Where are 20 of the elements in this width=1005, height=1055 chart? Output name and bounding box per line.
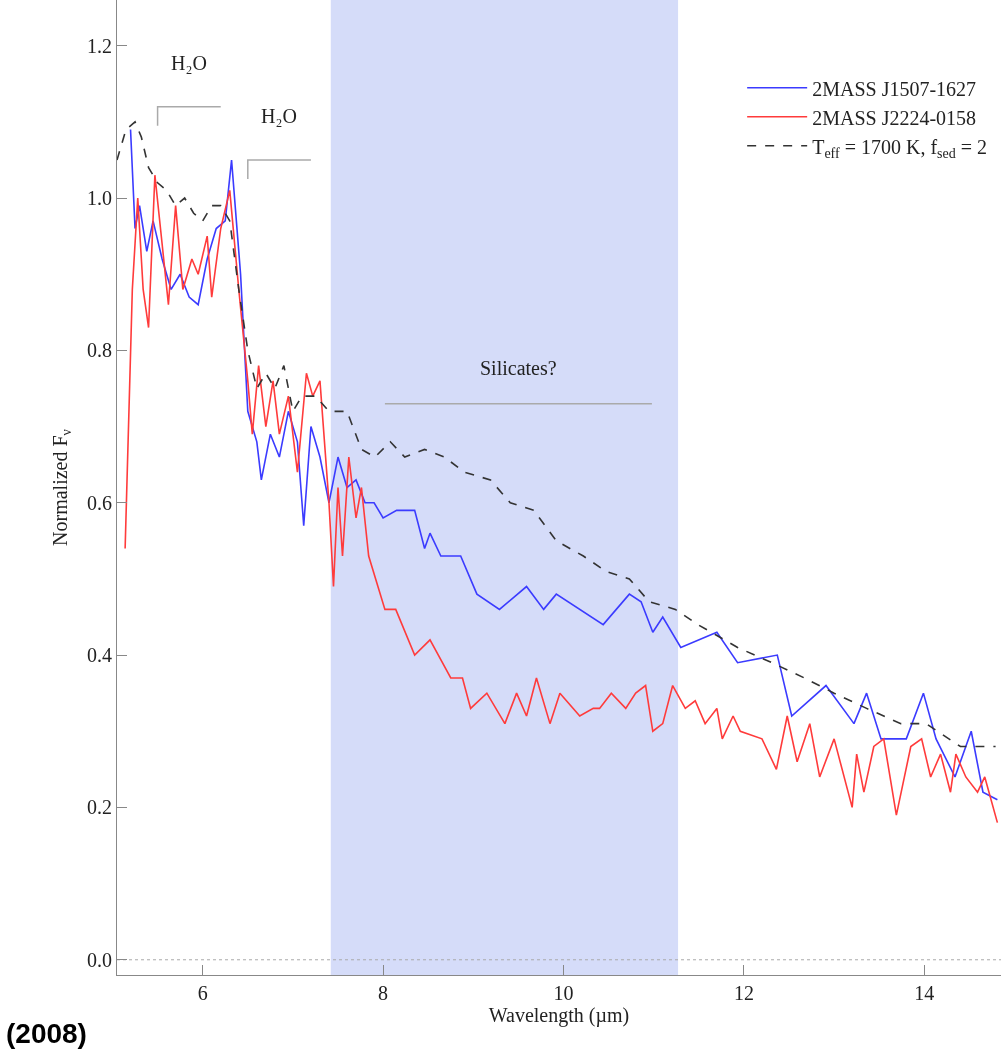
annotation: H₂O: [261, 105, 297, 127]
legend-label: T$_{eff}$ = 1700 K, f$_{sed}$ = 2: [812, 135, 988, 161]
x-tick-label: 12: [733, 982, 754, 1004]
y-tick-label: 0.0: [87, 948, 112, 971]
x-tick-label: 6: [197, 982, 208, 1004]
annotation: Silicates?: [480, 357, 557, 379]
legend-label: 2MASS J2224-0158: [812, 106, 977, 129]
x-tick-label: 10: [553, 982, 574, 1004]
y-tick-label: 1.0: [87, 187, 112, 210]
legend-label: 2MASS J1507-1627: [812, 77, 977, 100]
y-tick-label: 0.2: [87, 796, 112, 819]
y-tick-label: 0.4: [87, 644, 112, 667]
text: (2008): [6, 1018, 87, 1049]
y-tick-label: 0.8: [87, 339, 112, 362]
y-tick-label: 0.6: [87, 491, 112, 514]
y-tick-label: 1.2: [87, 34, 112, 57]
x-tick-label: 14: [914, 982, 935, 1004]
x-axis-title: Wavelength (µm): [488, 1004, 630, 1027]
x-tick-label: 8: [378, 982, 389, 1004]
annotation: H₂O: [171, 52, 207, 74]
